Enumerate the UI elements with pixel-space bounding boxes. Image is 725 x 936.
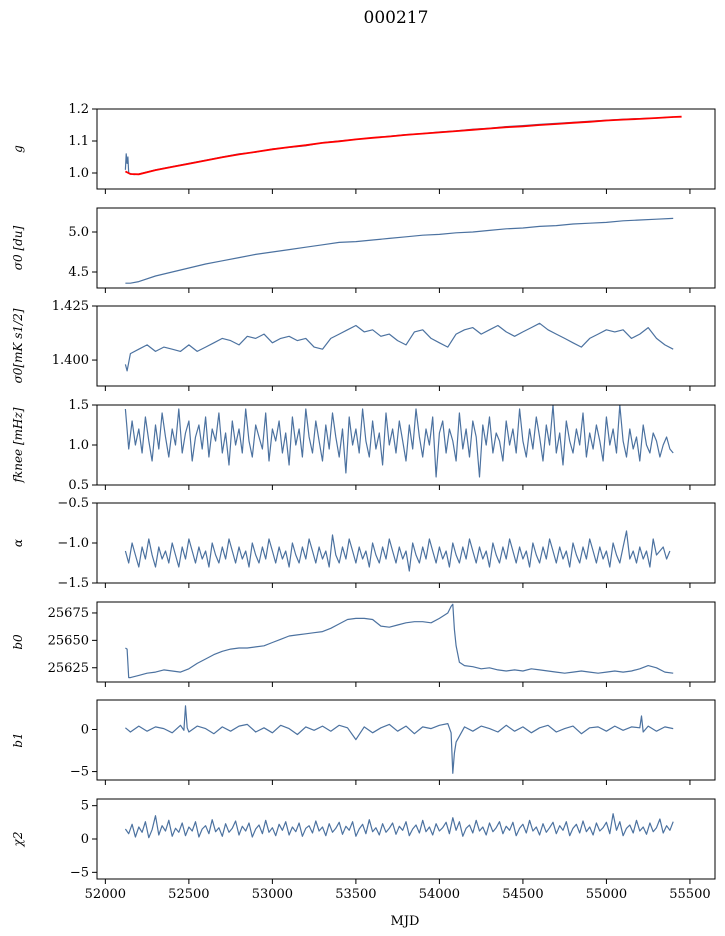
series-line-sigma0-mks — [124, 322, 674, 372]
y-tick-label: 5.0 — [68, 225, 89, 240]
y-tick-label: 1.0 — [68, 438, 89, 453]
series-line-sigma0-du — [125, 217, 674, 284]
panel-frame — [96, 207, 716, 289]
y-tick-label: 1.2 — [68, 102, 89, 117]
x-tick-label: 52500 — [168, 887, 209, 902]
panel-b0: 25625 25650 25675 b0 — [11, 601, 716, 687]
y-tick-label: 4.5 — [68, 265, 89, 280]
y-axis-label-sigma0-du: σ0 [du] — [11, 225, 25, 270]
x-tick-label: 53500 — [335, 887, 376, 902]
series-group — [125, 603, 674, 679]
x-axis-label: MJD — [391, 914, 420, 929]
panel-sigma0-du: 4.5 5.0 σ0 [du] — [11, 207, 716, 293]
series-line-b0 — [125, 603, 674, 679]
series-line-b1 — [125, 705, 674, 774]
series-line-fknee — [124, 405, 674, 478]
series-group — [125, 705, 674, 774]
x-tick-label: 55000 — [586, 887, 627, 902]
panel-fknee: 0.5 1.0 1.5 fknee [mHz] — [11, 398, 716, 493]
panel-frame — [96, 798, 716, 880]
y-tick-label: 5 — [81, 799, 89, 814]
y-tick-label: 1.5 — [68, 398, 89, 413]
series-group — [124, 813, 674, 839]
x-tick-label: 53000 — [252, 887, 293, 902]
panel-frame — [96, 601, 716, 683]
y-tick-label: 0.5 — [68, 478, 89, 493]
y-tick-label: −5 — [70, 865, 89, 880]
y-axis-label-b0: b0 — [11, 634, 25, 650]
x-tick-label: 54500 — [502, 887, 543, 902]
y-axis-label-fknee: fknee [mHz] — [11, 407, 25, 483]
y-tick-label: −5 — [70, 765, 89, 780]
y-tick-label: −0.5 — [57, 496, 89, 511]
chart-title: 000217 — [364, 8, 429, 28]
y-tick-label: 1.0 — [68, 166, 89, 181]
series-line-chi2 — [124, 813, 674, 839]
y-tick-label: 25625 — [48, 661, 89, 676]
x-tick-label: 52000 — [85, 887, 126, 902]
y-axis-label-alpha: α — [11, 539, 25, 547]
panel-sigma0-mks: 1.400 1.425 σ0[mK s1/2] — [11, 299, 716, 391]
series-group — [124, 322, 674, 372]
y-tick-label: −1.5 — [57, 576, 89, 591]
series-group — [125, 217, 674, 284]
panel-chi2: −5 0 5 52000 52500 53000 53500 54000 54500 55000 5… — [11, 798, 716, 902]
y-axis-label-b1: b1 — [11, 732, 25, 747]
series-group — [124, 530, 671, 572]
series-group — [124, 115, 682, 176]
panel-alpha: −1.5 −1.0 −0.5 α — [11, 496, 716, 591]
x-tick-label: 55500 — [669, 887, 710, 902]
y-tick-label: 0 — [81, 832, 89, 847]
panel-g: 1.0 1.1 1.2 g — [11, 102, 716, 194]
fit-line-g — [124, 115, 682, 176]
chart-panels: 1.0 1.1 1.2 g 4.5 5.0 σ0 [du] 1.400 1.425 σ0[mK s… — [11, 102, 716, 902]
series-line-alpha — [124, 530, 671, 572]
panel-frame — [96, 108, 716, 190]
panel-frame — [96, 404, 716, 486]
y-axis-label-g: g — [11, 145, 25, 153]
y-tick-label: 1.400 — [52, 353, 89, 368]
panel-frame — [96, 305, 716, 387]
panel-frame — [96, 699, 716, 781]
y-tick-label: 0 — [81, 722, 89, 737]
y-tick-label: −1.0 — [57, 536, 89, 551]
panel-b1: −5 0 b1 — [11, 699, 716, 785]
y-tick-label: 25650 — [48, 633, 89, 648]
series-group — [124, 405, 674, 478]
y-axis-label-sigma0-mks: σ0[mK s1/2] — [11, 308, 25, 383]
y-axis-label-chi2: χ2 — [11, 832, 25, 848]
y-tick-label: 1.1 — [68, 134, 89, 149]
x-tick-label: 54000 — [419, 887, 460, 902]
series-line-g — [124, 116, 674, 176]
y-tick-label: 1.425 — [52, 299, 89, 314]
y-tick-label: 25675 — [48, 606, 89, 621]
